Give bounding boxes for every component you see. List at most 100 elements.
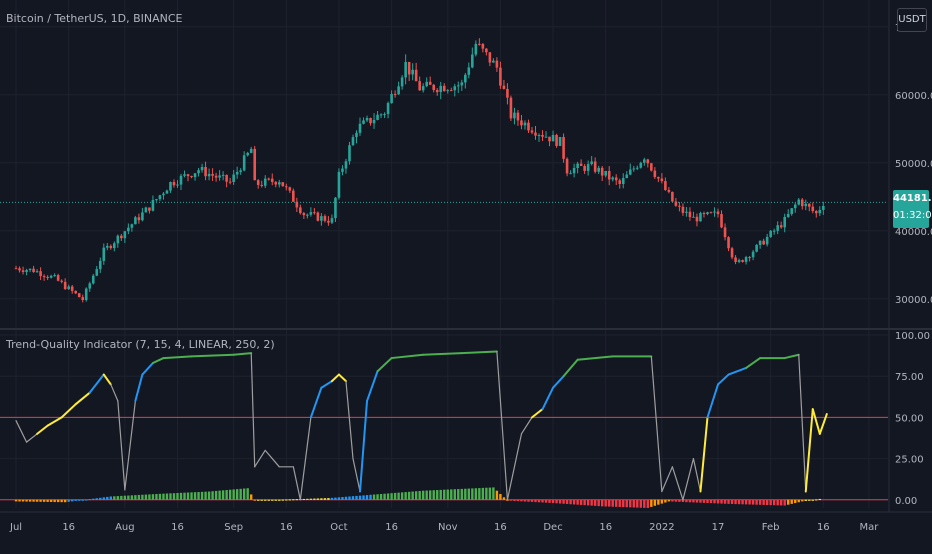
candle xyxy=(779,221,783,229)
histogram-bar xyxy=(400,492,404,500)
histogram-bar xyxy=(341,497,344,500)
candle xyxy=(299,204,302,215)
histogram-bar xyxy=(148,494,151,500)
symbol-title[interactable]: Bitcoin / TetherUS, 1D, BINANCE xyxy=(6,12,183,25)
candle-body xyxy=(674,201,678,206)
histogram-bar xyxy=(611,499,614,507)
candle xyxy=(513,107,516,125)
candle xyxy=(207,168,211,181)
histogram-bar xyxy=(520,499,523,502)
candle-body xyxy=(492,60,495,63)
candle-body xyxy=(657,177,660,179)
candle xyxy=(277,179,281,188)
histogram-bar xyxy=(116,496,120,500)
candle-body xyxy=(713,211,716,213)
histogram-bar xyxy=(632,499,635,508)
time-tick-label: 2022 xyxy=(649,522,674,533)
histogram-bar xyxy=(78,499,81,501)
candle-body xyxy=(702,213,706,215)
candle-body xyxy=(355,132,358,138)
candle-body xyxy=(586,164,590,171)
candle-body xyxy=(260,184,264,186)
tqi-segment xyxy=(151,357,165,365)
candle-body xyxy=(639,162,643,168)
candle-body xyxy=(74,290,78,294)
time-tick-label: Aug xyxy=(115,522,135,533)
indicator-axis[interactable]: 0.00 25.00 50.00 75.00 100.00 xyxy=(895,331,930,507)
histogram-bar xyxy=(608,499,611,507)
candle-body xyxy=(414,69,418,82)
currency-badge[interactable]: USDT xyxy=(897,8,927,32)
histogram-bar xyxy=(228,489,232,500)
tqi-segment xyxy=(650,355,663,493)
candle-body xyxy=(614,177,618,181)
candle-body xyxy=(274,181,278,185)
candle xyxy=(123,230,127,244)
tqi-segment xyxy=(671,466,684,501)
histogram-bar xyxy=(88,499,91,501)
candle xyxy=(488,52,492,67)
histogram-bar xyxy=(674,499,678,502)
candle-body xyxy=(299,207,302,214)
candle-body xyxy=(807,203,811,207)
candle xyxy=(327,216,330,226)
candle-body xyxy=(804,203,808,207)
time-axis[interactable]: Jul 16 Aug 16 Sep 16 Oct 16 Nov 16 Dec 16 2022 17 Feb 1… xyxy=(9,522,879,533)
candle xyxy=(292,188,295,202)
histogram-bar xyxy=(337,497,341,500)
candle-body xyxy=(113,243,116,249)
candle-body xyxy=(253,148,257,181)
histogram-bar xyxy=(667,499,671,502)
price-axis[interactable]: 30000.0040000.0050000.0060000.007 xyxy=(895,23,932,306)
candle-body xyxy=(579,163,583,166)
tqi-segment xyxy=(74,391,91,406)
tqi-segment xyxy=(337,373,347,383)
candle-body xyxy=(60,280,63,282)
histogram-bar xyxy=(197,492,200,500)
candle-body xyxy=(495,60,499,68)
candle-body xyxy=(18,268,21,271)
candle xyxy=(113,241,116,252)
indicator-tick-label: 0.00 xyxy=(895,496,917,507)
histogram-bar xyxy=(169,493,172,500)
candle xyxy=(723,223,727,241)
indicator-title[interactable]: Trend-Quality Indicator (7, 15, 4, LINEA… xyxy=(6,338,275,351)
histogram-bar xyxy=(32,499,35,502)
tqi-segment xyxy=(359,399,369,493)
candle-body xyxy=(797,199,801,205)
candle-body xyxy=(730,248,734,258)
candle xyxy=(144,206,148,213)
histogram-bar xyxy=(537,499,541,503)
histogram-bar xyxy=(92,498,95,500)
histogram-bar xyxy=(281,499,284,501)
candle xyxy=(818,206,822,217)
candle-body xyxy=(523,122,527,126)
candle xyxy=(46,275,49,281)
candle-body xyxy=(758,240,762,245)
histogram-bar xyxy=(414,491,418,500)
candle xyxy=(221,171,225,181)
tqi-segment xyxy=(366,370,379,402)
candle xyxy=(572,163,576,178)
histogram-bar xyxy=(597,499,600,507)
candle xyxy=(130,223,134,232)
candle-body xyxy=(109,245,113,249)
candle-body xyxy=(242,155,246,171)
histogram-bar xyxy=(218,490,221,500)
candle xyxy=(313,208,316,215)
candle-body xyxy=(330,218,334,223)
candle xyxy=(702,211,706,218)
candle xyxy=(492,58,495,63)
histogram-bar xyxy=(358,495,362,500)
histogram-bar xyxy=(313,498,316,500)
candle xyxy=(102,243,106,265)
histogram-bar xyxy=(193,492,197,500)
candle-body xyxy=(309,212,313,215)
histogram-bar xyxy=(74,499,77,501)
candle xyxy=(565,157,569,177)
candle xyxy=(814,210,818,218)
histogram-bar xyxy=(762,499,765,505)
indicator-tick-label: 50.00 xyxy=(895,413,924,424)
